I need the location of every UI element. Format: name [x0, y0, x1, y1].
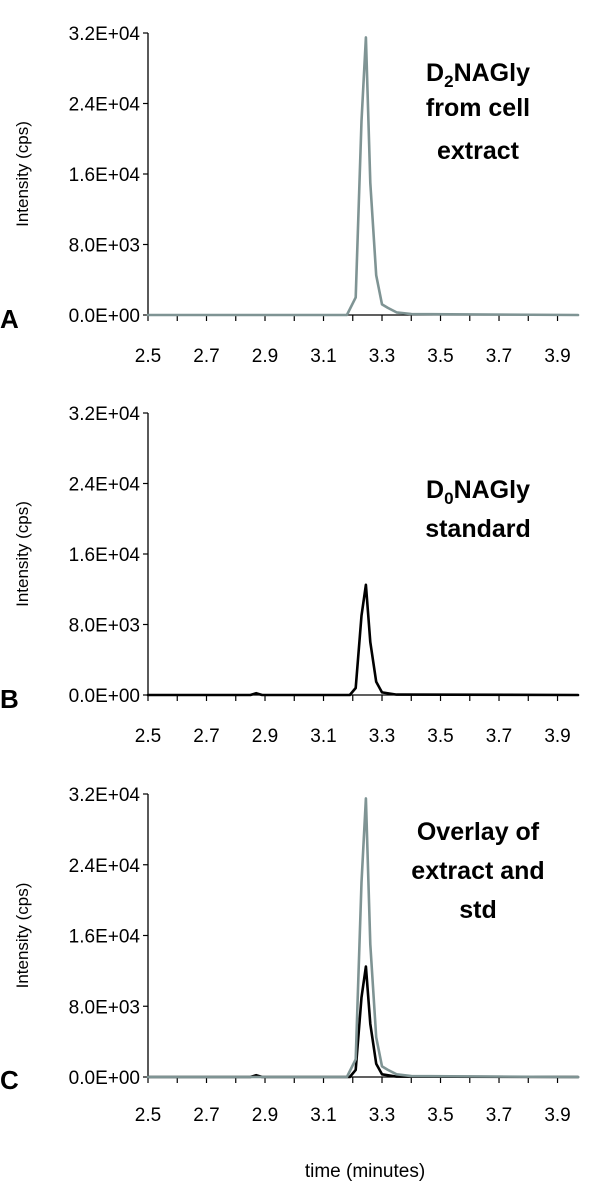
y-axis-label: Intensity (cps)	[13, 883, 32, 989]
annotation-line: extract and	[411, 857, 544, 885]
x-tick-label: 3.5	[427, 346, 453, 367]
annotation-line: from cell	[426, 94, 530, 122]
x-tick-label: 3.1	[310, 1105, 336, 1126]
y-tick-label: 2.4E+04	[69, 856, 141, 877]
x-tick-label: 2.7	[193, 346, 219, 367]
series-line	[146, 965, 580, 1079]
y-tick-label: 3.2E+04	[69, 404, 141, 425]
annotation-line: D0NAGly	[426, 476, 530, 508]
x-tick-label: 2.7	[193, 1105, 219, 1126]
x-tick-label: 3.9	[544, 346, 570, 367]
annotation-part: extract and	[411, 857, 544, 885]
x-tick-label: 3.3	[369, 346, 395, 367]
x-tick-label: 3.1	[310, 346, 336, 367]
y-tick-label: 8.0E+03	[69, 997, 140, 1018]
y-tick-label: 3.2E+04	[69, 24, 141, 45]
annotation-part: from cell	[426, 94, 530, 122]
y-tick-label: 2.4E+04	[69, 475, 141, 496]
y-axis-label: Intensity (cps)	[13, 121, 32, 227]
y-tick-label: 3.2E+04	[69, 785, 141, 806]
panel-label: C	[0, 1065, 19, 1095]
annotation-line: extract	[437, 137, 520, 165]
y-tick-label: 1.6E+04	[69, 545, 141, 566]
y-tick-label: 0.0E+00	[69, 686, 140, 707]
x-tick-label: 3.7	[486, 1105, 512, 1126]
x-tick-label: 2.9	[252, 1105, 278, 1126]
y-axis-label: Intensity (cps)	[13, 501, 32, 607]
x-tick-label: 2.9	[252, 346, 278, 367]
x-tick-label: 3.5	[427, 1105, 453, 1126]
x-tick-label: 2.5	[135, 346, 161, 367]
annotation-part: D	[426, 59, 444, 87]
x-tick-label: 3.9	[544, 726, 570, 747]
annotation-part: D	[426, 476, 444, 504]
y-tick-label: 2.4E+04	[69, 95, 141, 116]
panel-label: B	[0, 684, 19, 714]
annotation-line: Overlay of	[417, 818, 540, 846]
annotation-line: std	[459, 896, 497, 924]
x-tick-label: 3.7	[486, 726, 512, 747]
x-tick-label: 2.9	[252, 726, 278, 747]
annotation-part: extract	[437, 137, 520, 165]
x-tick-label: 3.9	[544, 1105, 570, 1126]
x-tick-label: 3.3	[369, 726, 395, 747]
x-tick-label: 3.1	[310, 726, 336, 747]
annotation-line: standard	[425, 515, 531, 543]
series-line	[146, 36, 580, 317]
annotation-part: standard	[425, 515, 531, 543]
y-tick-label: 0.0E+00	[69, 1068, 140, 1089]
annotation-part: std	[459, 896, 497, 924]
x-tick-label: 3.5	[427, 726, 453, 747]
annotation-line: D2NAGly	[426, 59, 530, 91]
y-tick-label: 0.0E+00	[69, 306, 140, 327]
annotation-part: 0	[444, 489, 453, 508]
y-tick-label: 8.0E+03	[69, 616, 140, 637]
x-tick-label: 2.5	[135, 1105, 161, 1126]
y-tick-label: 1.6E+04	[69, 927, 141, 948]
series-line	[146, 583, 580, 697]
x-axis-label: time (minutes)	[305, 1161, 425, 1182]
series-line	[146, 797, 580, 1079]
x-tick-label: 3.7	[486, 346, 512, 367]
x-tick-label: 2.7	[193, 726, 219, 747]
annotation-part: NAGly	[454, 59, 531, 87]
x-tick-label: 2.5	[135, 726, 161, 747]
annotation-part: NAGly	[454, 476, 531, 504]
annotation-part: Overlay of	[417, 818, 540, 846]
annotation-part: 2	[444, 72, 453, 91]
y-tick-label: 1.6E+04	[69, 165, 141, 186]
panel-label: A	[0, 304, 19, 334]
y-tick-label: 8.0E+03	[69, 236, 140, 257]
x-tick-label: 3.3	[369, 1105, 395, 1126]
